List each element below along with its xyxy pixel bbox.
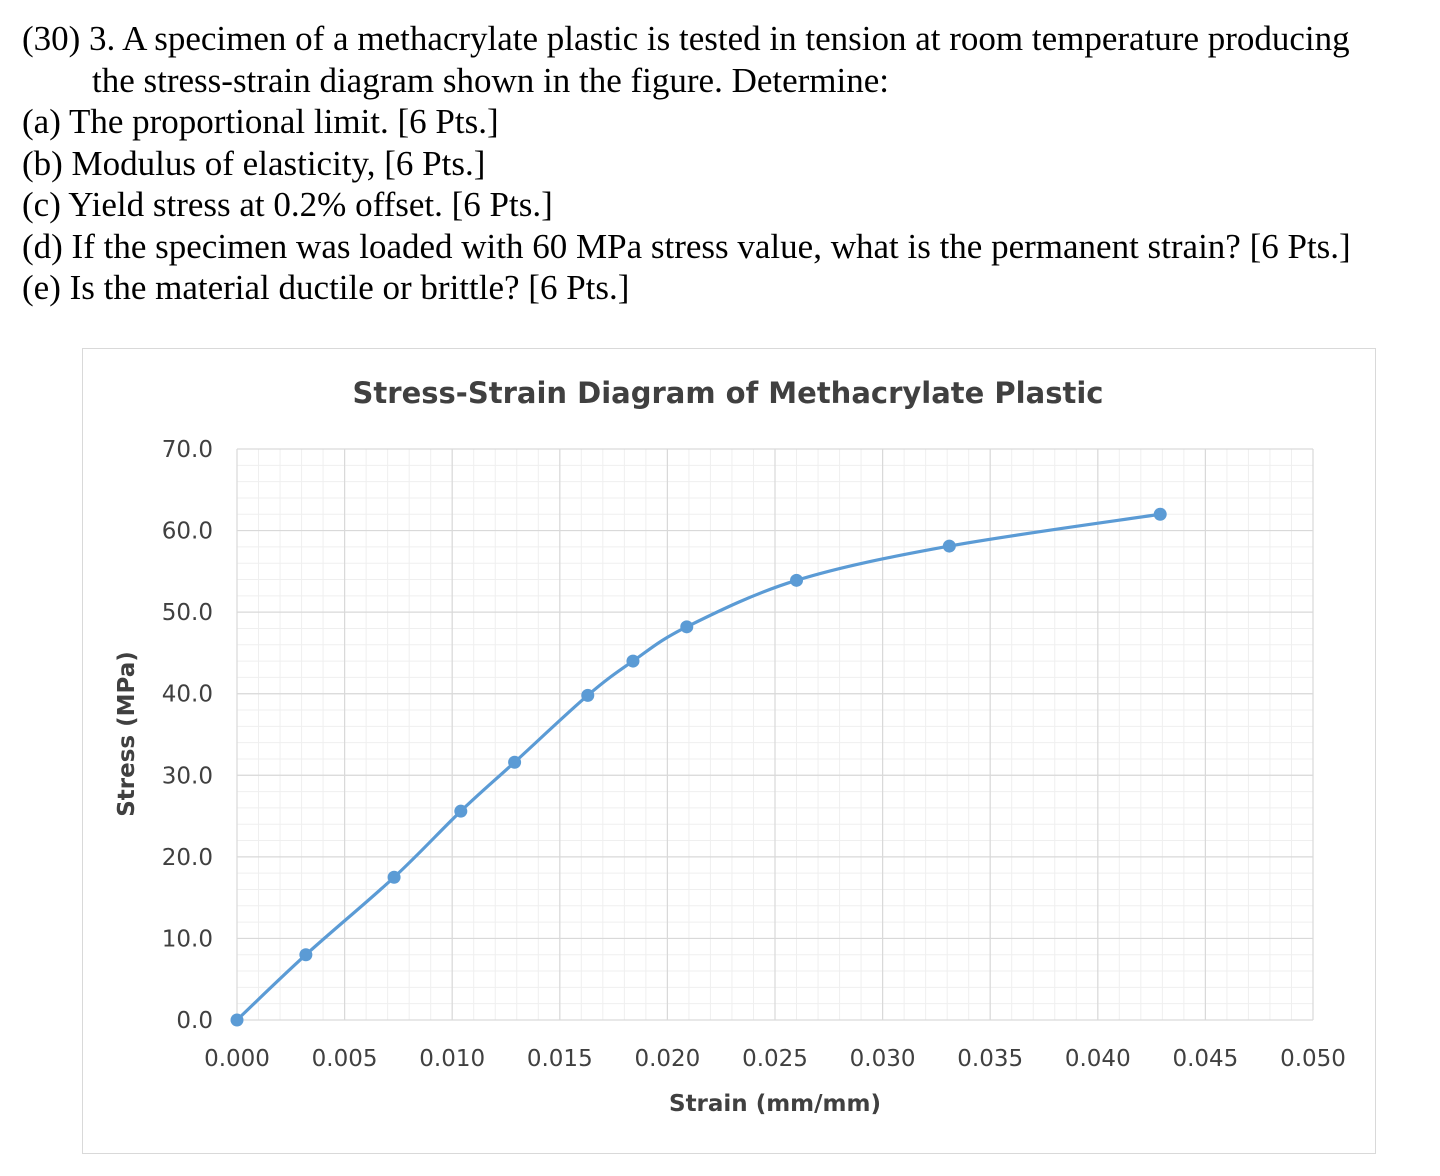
problem-statement: (30) 3. A specimen of a methacrylate pla…	[22, 18, 1422, 309]
data-point	[1153, 507, 1167, 521]
x-tick-label: 0.025	[742, 1046, 808, 1072]
y-tick-label: 60.0	[162, 519, 213, 545]
data-point	[680, 620, 694, 634]
x-axis-ticks: 0.000 0.005 0.010 0.015 0.020 0.025 0.030 0.035…	[204, 1046, 1346, 1072]
chart-title: Stress-Strain Diagram of Methacrylate Pl…	[353, 376, 1104, 410]
x-tick-label: 0.010	[419, 1046, 485, 1072]
x-tick-label: 0.015	[527, 1046, 593, 1072]
x-tick-label: 0.030	[850, 1046, 916, 1072]
y-axis-title: Stress (MPa)	[114, 651, 140, 817]
x-axis-title: Strain (mm/mm)	[669, 1091, 881, 1117]
data-point	[508, 755, 522, 769]
y-tick-label: 50.0	[162, 600, 213, 626]
x-tick-label: 0.045	[1172, 1046, 1238, 1072]
major-gridlines	[236, 448, 1314, 1021]
y-tick-label: 20.0	[162, 845, 213, 871]
data-series	[230, 507, 1167, 1027]
y-tick-label: 30.0	[162, 763, 213, 789]
data-point	[942, 539, 956, 553]
data-point	[581, 688, 595, 702]
problem-line-1: (30) 3. A specimen of a methacrylate pla…	[22, 19, 1350, 58]
x-tick-label: 0.020	[634, 1046, 700, 1072]
problem-part-a: (a) The proportional limit. [6 Pts.]	[22, 102, 499, 141]
x-tick-label: 0.050	[1280, 1046, 1346, 1072]
y-tick-label: 0.0	[176, 1008, 213, 1034]
y-axis-ticks: 0.0 10.0 20.0 30.0 40.0 50.0 60.0 70.0	[162, 437, 213, 1034]
problem-part-d: (d) If the specimen was loaded with 60 M…	[22, 226, 1351, 266]
x-tick-label: 0.035	[957, 1046, 1023, 1072]
x-tick-label: 0.040	[1065, 1046, 1131, 1072]
problem-line-2: the stress-strain diagram shown in the f…	[92, 60, 890, 100]
y-tick-label: 40.0	[162, 682, 213, 708]
series-line	[235, 512, 1162, 1022]
problem-part-c: (c) Yield stress at 0.2% offset. [6 Pts.…	[22, 185, 553, 224]
data-point	[230, 1013, 244, 1027]
data-point	[626, 654, 640, 668]
data-point	[790, 573, 804, 587]
problem-part-e: (e) Is the material ductile or brittle? …	[22, 268, 630, 307]
x-tick-label: 0.000	[204, 1046, 270, 1072]
y-tick-label: 70.0	[162, 437, 213, 463]
x-tick-label: 0.005	[312, 1046, 378, 1072]
y-tick-label: 10.0	[162, 926, 213, 952]
data-point	[299, 948, 313, 962]
data-point	[387, 870, 401, 884]
problem-part-b: (b) Modulus of elasticity, [6 Pts.]	[22, 143, 486, 183]
data-point	[454, 804, 468, 818]
